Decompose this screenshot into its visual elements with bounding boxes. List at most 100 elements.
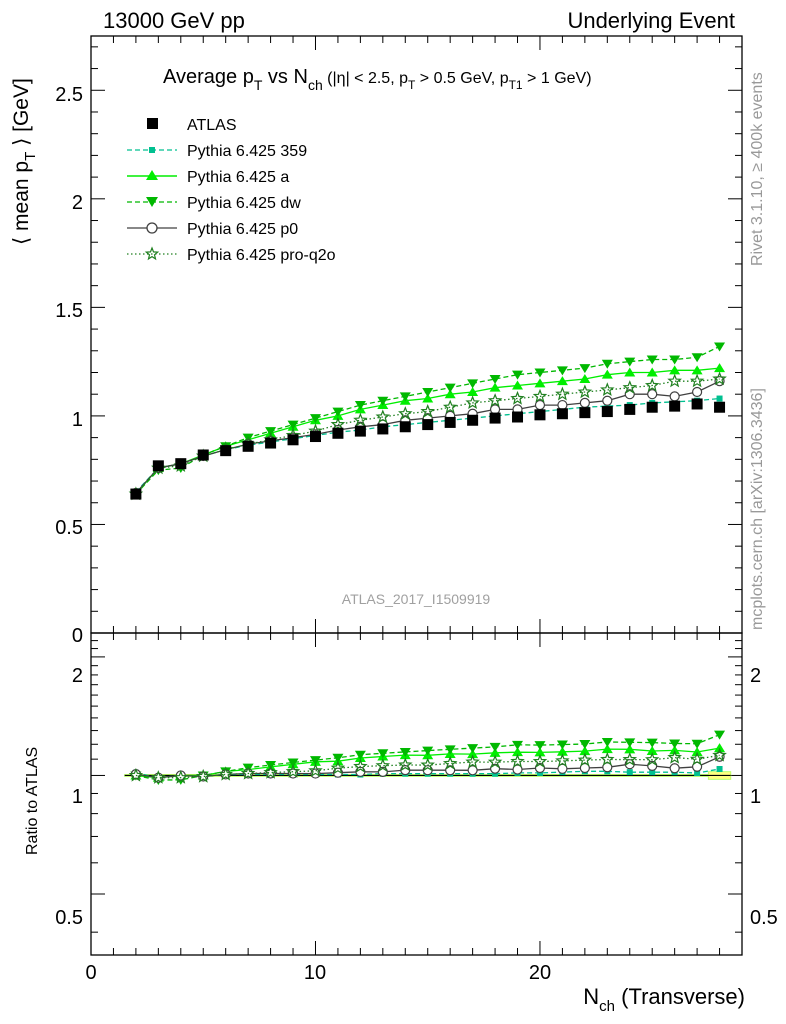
data-point-pq2o — [420, 403, 435, 418]
ratio-point-pq2o — [151, 770, 166, 784]
ratio-point-pq2o — [689, 751, 705, 766]
data-point-atlas — [467, 414, 479, 426]
ratio-point-pa — [467, 749, 479, 759]
ratio-point-p359 — [649, 769, 656, 776]
legend-marker-p0 — [146, 222, 158, 234]
data-point-pp0 — [647, 389, 658, 400]
legend-entry-q2o: Pythia 6.425 pro-q2o — [127, 246, 336, 264]
data-point-pq2o — [510, 390, 525, 405]
legend-marker-359 — [149, 147, 155, 153]
ratio-point-pp0 — [512, 764, 523, 775]
data-point-pq2o — [330, 416, 346, 431]
data-point-pdw — [512, 370, 524, 380]
ratio-point-pq2o — [510, 753, 525, 768]
ratio-point-pq2o — [442, 755, 458, 770]
ratio-point-pp0 — [355, 766, 366, 777]
legend-label: Pythia 6.425 pro-q2o — [187, 247, 336, 264]
ratio-point-pa — [601, 744, 613, 754]
data-point-atlas — [669, 400, 681, 412]
y-tick-label: 1.5 — [55, 300, 83, 322]
ratio-point-pa — [489, 747, 501, 757]
data-point-pa — [534, 378, 546, 388]
data-point-pq2o — [689, 373, 705, 388]
data-point-pa — [444, 389, 456, 399]
data-point-p359 — [716, 395, 723, 402]
data-point-atlas — [220, 445, 232, 457]
data-point-pp0 — [557, 399, 568, 411]
ratio-point-pa — [714, 743, 726, 753]
data-point-atlas — [377, 423, 389, 435]
data-point-pa — [579, 374, 591, 384]
ratio-point-pq2o — [173, 770, 189, 784]
ratio-point-pdw — [601, 738, 613, 748]
chart-title: Average pT vs Nch (|η| < 2.5, pT > 0.5 G… — [163, 66, 592, 93]
data-point-pp0 — [692, 386, 703, 398]
legend-label: ATLAS — [187, 117, 237, 134]
legend-label: Pythia 6.425 359 — [187, 143, 307, 160]
ratio-tick-label: 2 — [72, 665, 83, 687]
series-pdw — [130, 342, 726, 500]
data-point-pp0 — [579, 397, 590, 408]
ratio-point-p359 — [626, 769, 633, 776]
ratio-point-pdw — [624, 738, 636, 748]
ratio-point-pdw — [534, 741, 546, 751]
data-point-pdw — [332, 407, 344, 417]
data-point-atlas — [242, 440, 254, 452]
data-point-atlas — [691, 398, 703, 410]
x-tick-label: 0 — [85, 962, 96, 984]
ratio-point-pp0 — [669, 763, 680, 774]
data-point-atlas — [422, 419, 434, 431]
data-point-pq2o — [375, 409, 391, 424]
ratio-tick-label: 1 — [72, 786, 83, 808]
ratio-tick-label-right: 1 — [750, 786, 761, 808]
legend-marker-dw — [146, 197, 158, 207]
ratio-point-pdw — [399, 747, 411, 757]
ratio-point-pdw — [332, 753, 344, 763]
data-point-pq2o — [442, 399, 458, 414]
ratio-point-p359 — [694, 770, 701, 777]
data-point-atlas — [489, 412, 501, 424]
data-point-atlas — [287, 434, 299, 446]
data-point-atlas — [512, 411, 524, 423]
data-point-pa — [489, 382, 501, 392]
ratio-plot-frame — [90, 632, 743, 956]
data-point-pq2o — [465, 395, 480, 410]
ratio-point-pdw — [512, 740, 524, 750]
ratio-point-pq2o — [600, 751, 615, 766]
data-point-pdw — [467, 379, 479, 389]
data-point-pq2o — [398, 406, 413, 420]
data-point-atlas — [332, 427, 344, 439]
ratio-point-pa — [579, 746, 591, 756]
ratio-point-pa — [624, 744, 636, 754]
legend-marker-q2o — [144, 246, 160, 261]
ratio-point-pa — [556, 746, 568, 756]
axis-ticks — [90, 36, 743, 955]
legend-label: Pythia 6.425 a — [187, 169, 289, 186]
data-point-pdw — [287, 420, 299, 430]
x-tick-label: 20 — [529, 962, 551, 984]
y-tick-label: 2.5 — [55, 84, 83, 106]
data-point-pq2o — [644, 377, 660, 392]
data-point-pq2o — [487, 393, 503, 407]
ratio-point-pdw — [309, 756, 321, 766]
ratio-line-pdw — [135, 734, 720, 781]
data-point-pa — [512, 380, 524, 390]
data-point-atlas — [399, 421, 411, 433]
y-tick-label: 0.5 — [55, 517, 83, 539]
x-tick-label: 10 — [304, 962, 326, 984]
data-point-pq2o — [353, 412, 368, 427]
ratio-point-pq2o — [555, 753, 570, 768]
ratio-point-pq2o — [330, 760, 346, 775]
ratio-point-p359 — [716, 765, 723, 772]
ratio-series-pq2o — [128, 747, 727, 784]
main-plot-series — [128, 342, 727, 501]
ratio-point-pq2o — [644, 752, 660, 766]
ratio-point-pq2o — [577, 752, 593, 767]
legend-entry-359: Pythia 6.425 359 — [127, 143, 307, 160]
data-point-pa — [467, 387, 479, 397]
data-point-pq2o — [577, 384, 593, 399]
analysis-label: ATLAS_2017_I1509919 — [342, 591, 491, 607]
legend-marker-atlas — [147, 118, 158, 129]
ratio-point-pp0 — [557, 763, 568, 774]
rivet-version-label: Rivet 3.1.10, ≥ 400k events — [749, 72, 766, 266]
